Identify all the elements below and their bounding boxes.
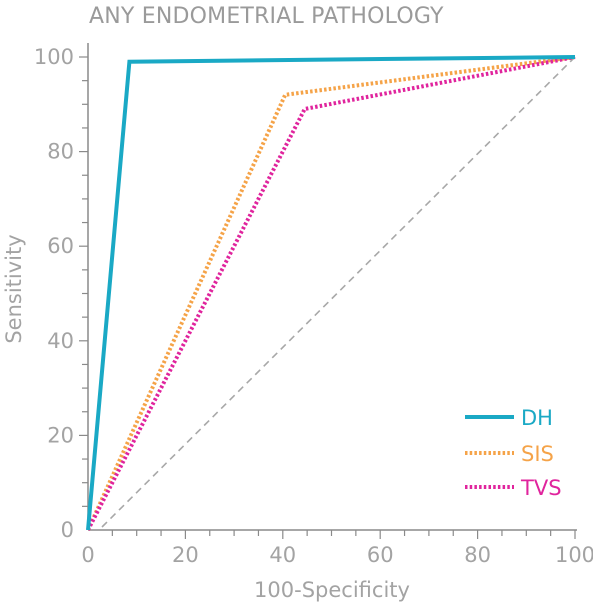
legend-label-sis: SIS xyxy=(521,442,554,466)
legend-label-tvs: TVS xyxy=(520,476,562,500)
reference-diagonal-line xyxy=(101,56,576,528)
y-tick-label: 100 xyxy=(34,45,74,69)
y-tick-label: 60 xyxy=(47,234,74,258)
axes xyxy=(87,43,577,531)
y-tick-label: 20 xyxy=(47,423,74,447)
series-dh-line xyxy=(86,55,576,531)
series-tvs-line xyxy=(86,55,576,531)
legend-label-dh: DH xyxy=(521,406,553,430)
y-tick-label: 80 xyxy=(47,140,74,164)
x-tick-label: 60 xyxy=(367,543,394,567)
chart-title: ANY ENDOMETRIAL PATHOLOGY xyxy=(89,4,444,29)
y-tick-label: 40 xyxy=(47,329,74,353)
ticks: 0 20 40 60 80 100 0 20 40 60 80 100 xyxy=(34,45,593,567)
y-tick-label: 0 xyxy=(61,518,74,542)
series-sis-line xyxy=(86,55,576,531)
y-axis-title: Sensitivity xyxy=(2,234,26,343)
reference-layer xyxy=(101,56,576,528)
x-tick-label: 20 xyxy=(172,543,199,567)
x-tick-label: 80 xyxy=(464,543,491,567)
series-layer xyxy=(86,55,576,531)
x-tick-label: 0 xyxy=(81,543,94,567)
x-tick-label: 40 xyxy=(269,543,296,567)
legend: DH SIS TVS xyxy=(465,406,562,500)
x-tick-label: 100 xyxy=(555,543,593,567)
x-axis-title: 100-Specificity xyxy=(254,578,410,602)
